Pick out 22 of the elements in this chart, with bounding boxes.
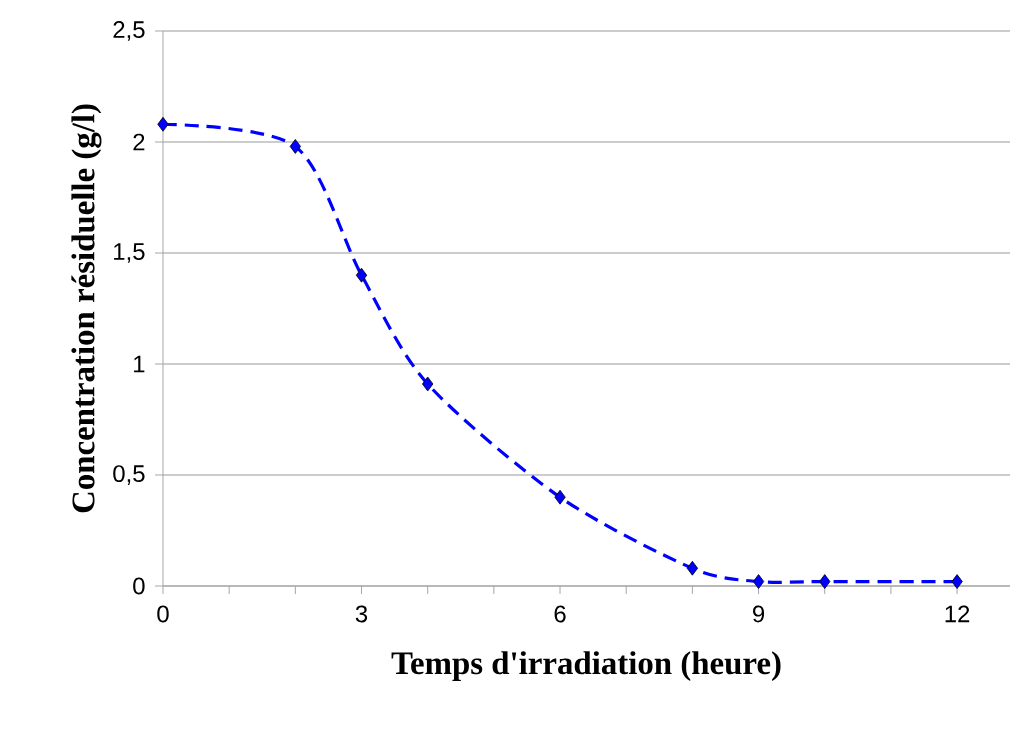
x-tick-label: 3 [355,605,368,623]
y-tick-label: 1 [134,355,145,373]
point [554,489,566,505]
x-tick-label: 0 [157,605,169,623]
point [355,267,368,283]
x-tick-label: 6 [554,605,566,623]
point [752,574,765,589]
x-tick-label: 9 [753,605,765,623]
x-axis-title: Temps d'irradiation (heure) [391,651,781,681]
y-tick-label: 0 [133,577,145,595]
y-tick-label: 2 [133,133,145,151]
point [289,139,301,154]
point [157,116,169,132]
y-axis-title: Concentration résiduelle (g/l) [71,104,102,513]
y-tick-label: 1,5 [114,243,145,263]
x-tick-label: 12 [945,605,970,623]
y-tick-label: 0,5 [113,465,145,485]
point [819,574,831,589]
point [686,560,699,576]
point [951,574,963,589]
y-tick-label: 2,5 [113,21,145,41]
point [422,376,434,392]
